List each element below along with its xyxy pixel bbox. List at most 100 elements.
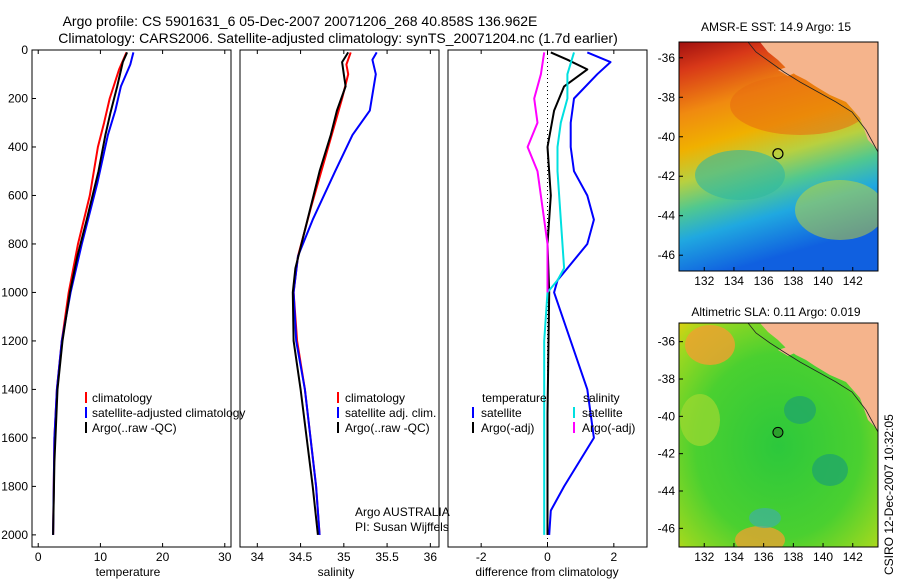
lon-tick-label: 142 — [843, 274, 863, 288]
x-tick-label: 0 — [35, 550, 42, 564]
sst-cool-patch — [695, 150, 785, 200]
temperature-panel: 0 200 400 600 800 1000 1200 1400 1600 1800 2000 0 1… — [1, 43, 245, 579]
figure-title-line2: Climatology: CARS2006. Satellite-adjuste… — [58, 30, 618, 46]
lat-tick-label: -42 — [658, 169, 676, 183]
temperature-axes-box — [31, 49, 232, 548]
legend-label-climatology: climatology — [345, 391, 405, 405]
argo-location-marker — [772, 148, 784, 160]
lon-tick-label: 134 — [724, 274, 744, 288]
temperature-xlabel: temperature — [96, 565, 161, 579]
lat-tick-label: -40 — [658, 409, 676, 423]
salinity-axes-box — [239, 49, 440, 548]
x-tick-label: 34 — [251, 550, 265, 564]
depth-tick-group: 0 200 400 600 800 1000 1200 1400 1600 1800 2000 — [1, 43, 36, 542]
legend-label-argo: Argo(..raw -QC) — [92, 421, 177, 435]
sla-high-patch — [685, 325, 735, 365]
difference-xlabel: difference from climatology — [475, 565, 618, 579]
lat-tick-label: -38 — [658, 90, 676, 104]
y-tick-label: 400 — [8, 140, 28, 154]
lon-tick-label: 138 — [783, 550, 803, 564]
y-tick-label: 1800 — [1, 479, 28, 493]
sla-low-patch — [680, 394, 720, 446]
y-tick-label: 0 — [21, 43, 28, 57]
legend-label-temp-argo: Argo(-adj) — [481, 421, 534, 435]
pi-annotation: PI: Susan Wijffels — [355, 520, 449, 534]
lat-tick-label: -44 — [658, 484, 676, 498]
lat-tick-label: -42 — [658, 447, 676, 461]
series-line-satellite-adjusted-climatology — [52, 52, 135, 535]
temperature-legend: climatology satellite-adjusted climatolo… — [85, 391, 245, 435]
lon-tick-label: 140 — [813, 274, 833, 288]
legend-label-temp-satellite: satellite — [481, 406, 522, 420]
sst-lon-ticks: 132 134 136 138 140 142 — [694, 267, 863, 288]
lon-tick-label: 140 — [813, 550, 833, 564]
shelf-contour — [747, 42, 878, 153]
figure-title-line1: Argo profile: CS 5901631_6 05-Dec-2007 2… — [63, 13, 538, 29]
lat-tick-label: -40 — [658, 130, 676, 144]
sst-yellow-patch — [795, 180, 878, 240]
argo-location-marker — [772, 426, 784, 438]
sla-low-patch — [784, 396, 816, 424]
salinity-series-group — [291, 51, 378, 536]
shelf-contour — [747, 323, 878, 433]
lat-tick-label: -46 — [658, 521, 676, 535]
sla-map-title: Altimetric SLA: 0.11 Argo: 0.019 — [691, 305, 861, 319]
lat-tick-label: -46 — [658, 248, 676, 262]
sla-high-patch — [735, 526, 785, 547]
kangaroo-island — [778, 346, 797, 356]
lat-tick-label: -38 — [658, 372, 676, 386]
sla-map-frame — [678, 322, 879, 548]
series-line-temperature-satellite — [548, 51, 612, 535]
series-line-climatology — [52, 52, 128, 535]
y-tick-label: 1400 — [1, 382, 28, 396]
lon-tick-label: 132 — [694, 274, 714, 288]
difference-legend: temperature satellite Argo(-adj) salinit… — [472, 391, 635, 435]
y-tick-label: 2000 — [1, 528, 28, 542]
y-tick-label: 1000 — [1, 285, 28, 299]
legend-label-sal-satellite: satellite — [582, 406, 623, 420]
series-line-argo-raw-qc — [291, 51, 350, 536]
lon-tick-label: 134 — [724, 550, 744, 564]
sst-map-frame — [678, 41, 879, 272]
lat-tick-label: -36 — [658, 335, 676, 349]
legend-title-temperature: temperature — [482, 391, 547, 405]
sla-lon-ticks: 132 134 136 138 140 142 — [694, 543, 863, 564]
x-tick-label: 0 — [544, 550, 551, 564]
y-tick-label: 600 — [8, 188, 28, 202]
x-tick-label: 20 — [156, 550, 170, 564]
x-tick-label: 30 — [218, 550, 232, 564]
series-line-argo-raw-qc — [52, 51, 129, 535]
lon-tick-label: 136 — [754, 550, 774, 564]
sla-low-patch — [749, 508, 781, 528]
series-line-salinity-argo-adj — [526, 52, 549, 293]
kangaroo-island — [778, 66, 797, 76]
x-tick-label: 10 — [94, 550, 108, 564]
legend-title-salinity: salinity — [583, 391, 620, 405]
sla-lat-ticks: -36 -38 -40 -42 -44 -46 — [658, 335, 683, 535]
sla-low-patch — [812, 454, 848, 486]
legend-label-satellite: satellite adj. clim. — [345, 406, 436, 420]
salinity-tick-group: 34 34.5 35 35.5 36 — [251, 50, 438, 564]
institution-annotation: Argo AUSTRALIA — [355, 505, 450, 519]
x-tick-label: -2 — [476, 550, 487, 564]
series-line-climatology — [292, 52, 352, 535]
series-line-salinity-satellite — [543, 52, 575, 535]
lon-tick-label: 136 — [754, 274, 774, 288]
legend-label-argo: Argo(..raw -QC) — [345, 421, 430, 435]
series-line-temperature-argo-adj — [546, 51, 589, 535]
timestamp-label: CSIRO 12-Dec-2007 10:32:05 — [882, 414, 896, 575]
legend-label-climatology: climatology — [92, 391, 152, 405]
temperature-tick-group: 0 10 20 30 — [35, 50, 232, 564]
salinity-panel: 34 34.5 35 35.5 36 salinity climatology sate… — [239, 49, 450, 579]
x-tick-label: 36 — [424, 550, 438, 564]
lat-tick-label: -44 — [658, 209, 676, 223]
x-tick-label: 2 — [610, 550, 617, 564]
temperature-series-group — [52, 51, 135, 535]
sst-map-title: AMSR-E SST: 14.9 Argo: 15 — [701, 20, 851, 34]
sla-map: Altimetric SLA: 0.11 Argo: 0.019 -36-38-… — [658, 305, 879, 564]
lon-tick-label: 132 — [694, 550, 714, 564]
salinity-xlabel: salinity — [318, 565, 355, 579]
difference-series-group — [526, 51, 612, 535]
salinity-legend: climatology satellite adj. clim. Argo(..… — [337, 391, 436, 435]
